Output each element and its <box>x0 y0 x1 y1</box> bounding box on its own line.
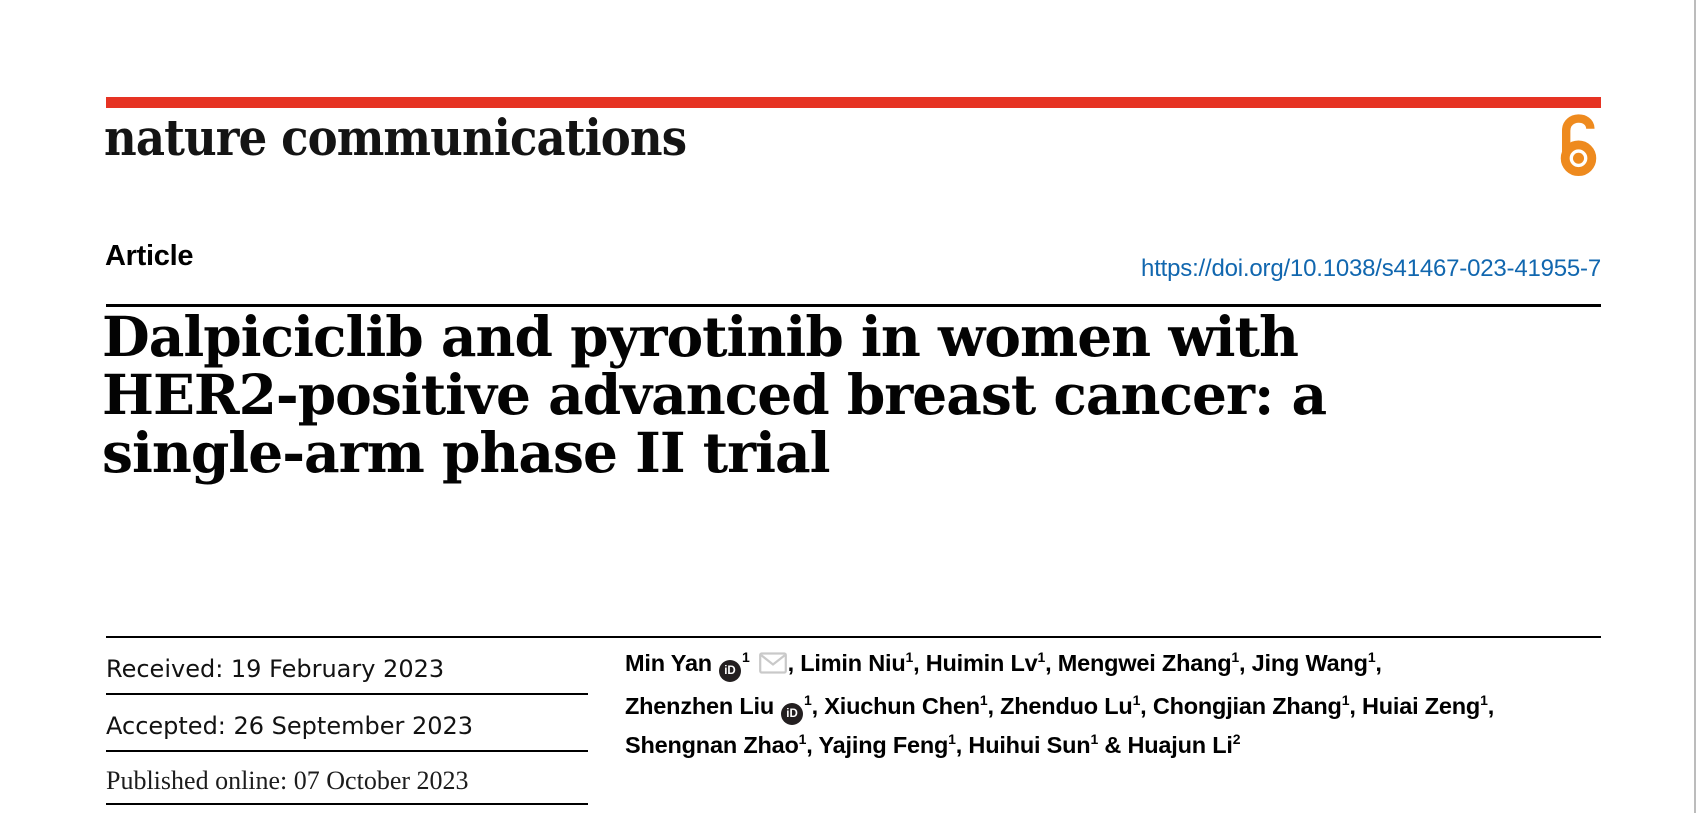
envelope-icon[interactable] <box>758 647 787 687</box>
author-list-line: Shengnan Zhao1, Yajing Feng1, Huihui Sun… <box>625 731 1241 758</box>
author-affiliation-sup: 1 <box>798 731 807 748</box>
author-affiliation-sup: 2 <box>1232 731 1241 748</box>
article-type-label: Article <box>105 240 194 272</box>
published-online-date: Published online: 07 October 2023 <box>106 766 469 795</box>
author-affiliation-sup: 1 <box>804 691 812 708</box>
brand-red-bar <box>106 97 1601 108</box>
accepted-date: Accepted: 26 September 2023 <box>106 712 474 740</box>
page-edge <box>1694 0 1696 813</box>
author-affiliation-sup: 1 <box>1132 691 1141 708</box>
metadata-top-divider <box>106 636 1601 638</box>
author-affiliation-sup: 1 <box>1037 649 1046 666</box>
article-title-line: HER2-positive advanced breast cancer: a <box>102 362 1327 427</box>
published-divider <box>106 803 588 805</box>
author-affiliation-sup: 1 <box>905 649 914 666</box>
author-list-line: Min Yan iD1, Limin Niu1, Huimin Lv1, Meng… <box>625 644 1625 687</box>
received-date: Received: 19 February 2023 <box>106 655 445 683</box>
author-list: Min Yan iD1, Limin Niu1, Huimin Lv1, Meng… <box>625 644 1625 766</box>
author-affiliation-sup: 1 <box>1341 691 1350 708</box>
author-list-line: Zhenzhen Liu iD1, Xiuchun Chen1, Zhenduo … <box>625 687 1625 727</box>
accepted-divider <box>106 750 588 752</box>
orcid-id-icon[interactable]: iD <box>718 660 741 682</box>
orcid-id-icon[interactable]: iD <box>781 702 804 725</box>
header-divider <box>106 304 1601 307</box>
author-affiliation-sup: 1 <box>741 649 750 666</box>
doi-link[interactable]: https://doi.org/10.1038/s41467-023-41955… <box>1141 255 1601 282</box>
author-affiliation-sup: 1 <box>1367 649 1376 666</box>
article-title: Dalpiciclib and pyrotinib in women with … <box>102 304 1327 485</box>
article-title-line: single-arm phase II trial <box>102 420 831 485</box>
author-affiliation-sup: 1 <box>1480 691 1488 708</box>
author-affiliation-sup: 1 <box>948 731 956 748</box>
author-affiliation-sup: 1 <box>979 691 988 708</box>
author-affiliation-sup: 1 <box>1231 649 1240 666</box>
received-divider <box>106 693 588 695</box>
open-access-icon <box>1556 110 1601 177</box>
author-affiliation-sup: 1 <box>1090 731 1099 748</box>
journal-logo: nature communications <box>104 108 687 167</box>
article-title-line: Dalpiciclib and pyrotinib in women with <box>102 304 1299 369</box>
